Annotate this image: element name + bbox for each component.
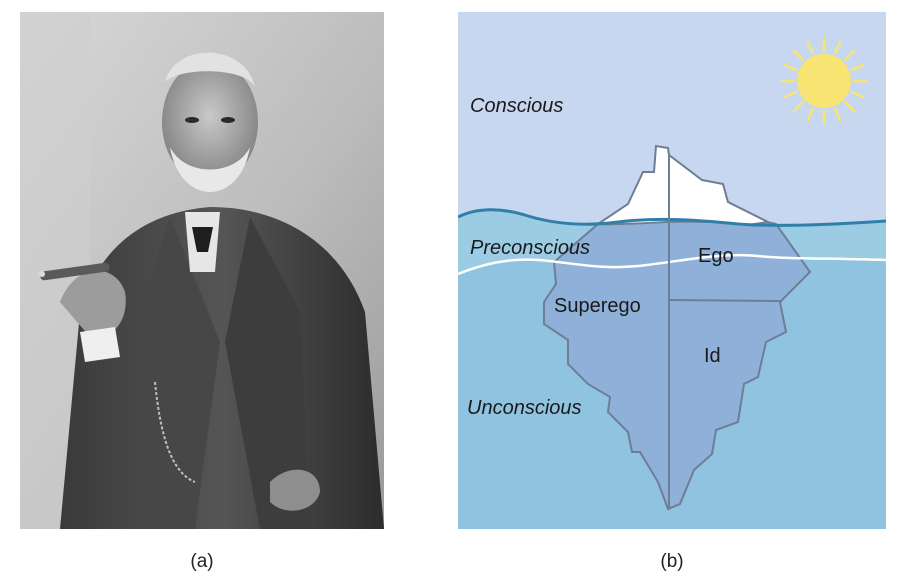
sun-icon <box>780 37 868 125</box>
label-preconscious: Preconscious <box>470 237 590 259</box>
label-superego: Superego <box>554 295 641 317</box>
caption-a: (a) <box>190 551 214 572</box>
preconscious-boundary-line <box>458 253 886 276</box>
water-surface-line <box>458 208 886 227</box>
portrait-photo <box>20 12 384 529</box>
label-ego: Ego <box>698 245 734 267</box>
label-conscious: Conscious <box>470 95 563 117</box>
iceberg-diagram: Conscious Preconscious Unconscious Ego S… <box>458 12 886 529</box>
ego-id-divider <box>668 299 783 302</box>
label-unconscious: Unconscious <box>467 397 582 419</box>
label-id: Id <box>704 345 721 367</box>
caption-b: (b) <box>660 551 684 572</box>
